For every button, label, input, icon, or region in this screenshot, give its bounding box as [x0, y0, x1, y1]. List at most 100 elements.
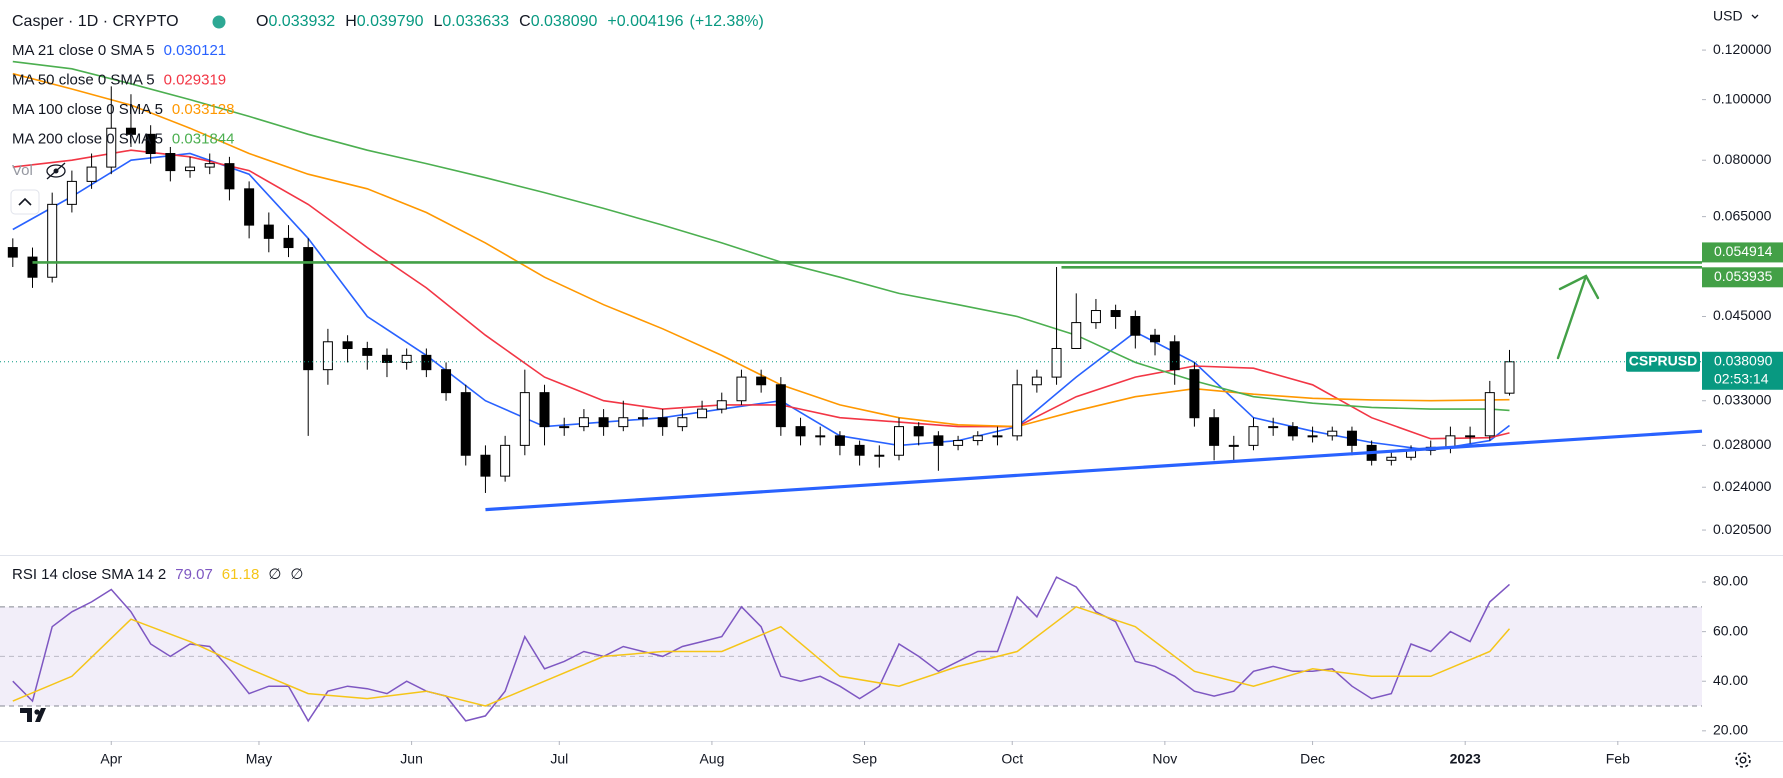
y-tick-label: 0.065000 [1713, 207, 1772, 223]
candle-body [815, 435, 826, 438]
candle-body [441, 369, 452, 394]
candle-body [86, 166, 97, 182]
overlay-layer: Casper · 1D · CRYPTO O0.033932 H0.039790 L… [10, 8, 1783, 768]
candle-body [519, 392, 530, 446]
x-tick-label: Jun [400, 751, 423, 767]
x-tick-label: Apr [100, 751, 122, 767]
candle-body [1169, 341, 1180, 371]
rsi-legend-value: 79.07 [175, 566, 213, 583]
candle-body [1150, 334, 1161, 343]
candle-body [854, 444, 865, 456]
candle-body [795, 426, 806, 437]
candle-body [185, 166, 196, 172]
candle-body [992, 435, 1003, 438]
candle-body [421, 354, 432, 371]
ma-legend-entry: MA 100 close 0 SMA 5 0.033128 [12, 101, 235, 118]
candle-body [578, 417, 589, 428]
ma-legend: MA 21 close 0 SMA 5 0.030121 MA 50 close 0… [12, 42, 235, 148]
symbol-title[interactable]: Casper · 1D · CRYPTO [12, 13, 179, 30]
logo-part [34, 709, 40, 715]
candle-body [500, 444, 511, 477]
candle-body [1445, 435, 1456, 448]
candle-body [224, 163, 235, 190]
rsi-line [12, 576, 1510, 723]
rsi-line [12, 605, 1511, 707]
settings-gear[interactable] [1735, 752, 1751, 768]
candle-body [1090, 310, 1101, 324]
collapse-caret [18, 197, 32, 206]
ohlc-prefix: L [433, 13, 442, 30]
candle-body [362, 347, 373, 356]
candle-body [125, 127, 136, 135]
candle-body [480, 454, 491, 477]
ohlc-value: 0.038090 [531, 13, 598, 30]
change-percent: (+12.38%) [690, 13, 764, 30]
candle-body [263, 224, 274, 239]
countdown-label: 02:53:14 [1714, 370, 1769, 386]
ma-legend-name: MA 100 close 0 SMA 5 [12, 101, 163, 118]
candle-body [1465, 435, 1476, 438]
tradingview-logo[interactable] [20, 708, 46, 722]
rsi-legend-name: RSI 14 close SMA 14 2 [12, 566, 166, 583]
ohlc-prefix: H [345, 13, 357, 30]
ohlc-value: 0.039790 [357, 13, 424, 30]
ma-legend-name: MA 21 close 0 SMA 5 [12, 42, 155, 59]
eye-outline [46, 164, 66, 178]
candle-body [1504, 361, 1515, 394]
ma-legend-value: 0.030121 [164, 42, 227, 59]
candle-body [165, 153, 176, 172]
candle-body [539, 392, 550, 428]
x-tick-label: May [246, 751, 272, 767]
y-tick-label: 0.033000 [1713, 391, 1772, 407]
candle-body [1012, 384, 1023, 437]
candle-body [1209, 417, 1220, 446]
ma-legend-entry: MA 50 close 0 SMA 5 0.029319 [12, 71, 226, 88]
candle-body [1287, 426, 1298, 437]
candle-body [283, 237, 294, 249]
collapse-box [10, 189, 40, 215]
level-badge [1702, 242, 1783, 263]
candle-body [460, 392, 471, 456]
y-tick-label: 0.045000 [1713, 307, 1772, 323]
y-tick-label: 80.00 [1713, 573, 1748, 589]
gear-teeth [1735, 752, 1751, 768]
ma-legend-value: 0.033128 [172, 101, 235, 118]
collapse-button[interactable] [10, 189, 40, 215]
candle-body [322, 341, 333, 371]
candle-body [637, 417, 648, 420]
candle-body [1051, 347, 1062, 378]
candle-body [1189, 369, 1200, 419]
candle-body [1268, 426, 1279, 429]
volume-label[interactable]: Vol [12, 162, 33, 179]
rsi-legend: RSI 14 close SMA 14 2 79.07 61.18 ∅ ∅ [12, 566, 304, 583]
candle-body [1327, 430, 1338, 437]
candle-body [1484, 392, 1495, 437]
ma-legend-value: 0.029319 [164, 71, 227, 88]
x-tick-label: Dec [1300, 751, 1325, 767]
candle-body [834, 435, 845, 446]
candle-body [657, 417, 668, 428]
eye-icon[interactable] [46, 162, 66, 180]
symbol-badge [1626, 351, 1700, 372]
change-value: +0.004196 [607, 13, 683, 30]
rsi-legend-na: ∅ [268, 566, 281, 583]
y-tick-label: 40.00 [1713, 672, 1748, 688]
price-badge [1702, 351, 1783, 390]
ma-legend-entry: MA 200 close 0 SMA 5 0.031844 [12, 130, 235, 147]
symbol-badge-label: CSPRUSD [1629, 352, 1697, 368]
x-tick-label: 2023 [1450, 751, 1481, 767]
gear-hub [1739, 756, 1747, 764]
projection-arrow [1556, 274, 1600, 360]
candle-body [303, 247, 314, 371]
candle-body [913, 426, 924, 437]
y-tick-label: 0.100000 [1713, 90, 1772, 106]
trendline [485, 429, 1703, 512]
currency-selector[interactable]: USD [1713, 8, 1743, 24]
candle-body [933, 435, 944, 446]
candle-body [342, 341, 353, 349]
rsi-legend-value: 61.18 [222, 566, 260, 583]
candle-body [1110, 310, 1121, 317]
candle-body [145, 133, 156, 155]
ohlc-prefix: O [256, 13, 268, 30]
